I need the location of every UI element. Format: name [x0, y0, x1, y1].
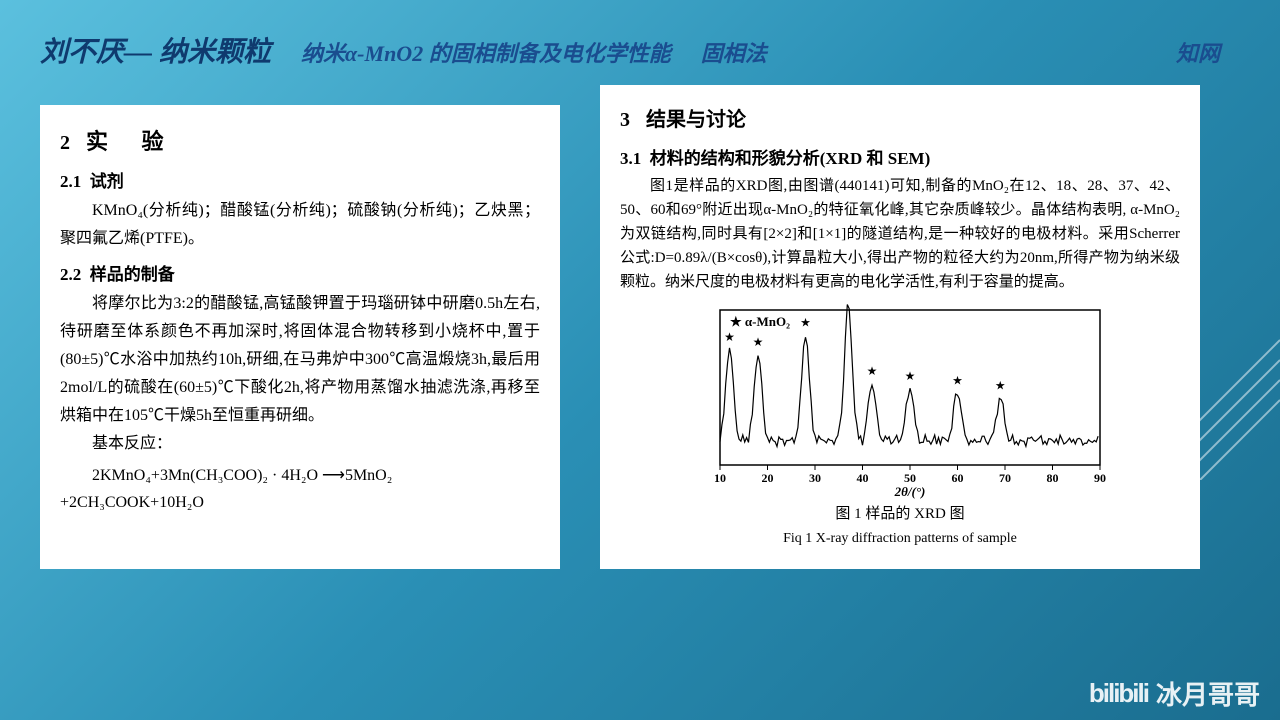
header-author: 刘不厌— 纳米颗粒 — [40, 30, 271, 70]
header-method: 固相法 — [701, 36, 767, 68]
sec3-num: 3 — [620, 109, 630, 131]
svg-text:★ α-MnO₂: ★ α-MnO₂ — [730, 314, 790, 329]
slide-header: 刘不厌— 纳米颗粒 纳米α-MnO2 的固相制备及电化学性能 固相法 知网 — [0, 0, 1280, 85]
svg-text:★: ★ — [800, 315, 811, 329]
svg-text:20: 20 — [762, 471, 774, 485]
svg-text:2θ/(°): 2θ/(°) — [894, 484, 926, 499]
svg-text:60: 60 — [952, 471, 964, 485]
subsec-3-1: 3.1 材料的结构和形貌分析(XRD 和 SEM) — [620, 145, 1180, 174]
svg-text:70: 70 — [999, 471, 1011, 485]
s31-num: 3.1 — [620, 149, 641, 168]
s22-body: 将摩尔比为3:2的醋酸锰,高锰酸钾置于玛瑙研钵中研磨0.5h左右,待研磨至体系颜… — [60, 290, 540, 430]
reaction-label: 基本反应： — [60, 430, 540, 458]
reaction-equation: 2KMnO₄+3Mn(CH₃COO)₂ · 4H₂O ⟶5MnO₂ +2CH₃C… — [60, 462, 540, 516]
xrd-svg: 1020304050607080902θ/(°)★★★★★★★★★ α-MnO₂ — [690, 300, 1110, 500]
left-panel: 2 实 验 2.1 试剂 KMnO₄(分析纯)；醋酸锰(分析纯)；硫酸钠(分析纯… — [40, 105, 560, 569]
svg-text:30: 30 — [809, 471, 821, 485]
section-3-heading: 3 结果与讨论 — [620, 103, 1180, 137]
svg-text:★: ★ — [867, 364, 878, 378]
sec2-num: 2 — [60, 132, 70, 154]
s21-body: KMnO₄(分析纯)；醋酸锰(分析纯)；硫酸钠(分析纯)；乙炔黑；聚四氟乙烯(P… — [60, 197, 540, 253]
svg-text:10: 10 — [714, 471, 726, 485]
svg-text:90: 90 — [1094, 471, 1106, 485]
svg-text:40: 40 — [857, 471, 869, 485]
header-title: 纳米α-MnO2 的固相制备及电化学性能 — [301, 36, 671, 68]
bilibili-logo-icon: bilibili — [1089, 678, 1148, 709]
subsec-2-2: 2.2 样品的制备 — [60, 261, 540, 290]
svg-text:★: ★ — [753, 335, 764, 349]
fig-caption-cn: 图 1 样品的 XRD 图 — [620, 502, 1180, 528]
svg-text:50: 50 — [904, 471, 916, 485]
s31-title: 材料的结构和形貌分析(XRD 和 SEM) — [650, 149, 931, 168]
s21-num: 2.1 — [60, 172, 81, 191]
s22-num: 2.2 — [60, 265, 81, 284]
svg-text:★: ★ — [905, 369, 916, 383]
s21-title: 试剂 — [90, 172, 124, 191]
header-source: 知网 — [1176, 36, 1220, 68]
watermark: bilibili 冰月哥哥 — [1089, 675, 1260, 712]
section-2-heading: 2 实 验 — [60, 123, 540, 160]
svg-text:★: ★ — [952, 373, 963, 387]
sec3-title: 结果与讨论 — [646, 109, 746, 131]
svg-text:★: ★ — [724, 330, 735, 344]
watermark-name: 冰月哥哥 — [1156, 675, 1260, 712]
right-panel: 3 结果与讨论 3.1 材料的结构和形貌分析(XRD 和 SEM) 图1是样品的… — [600, 85, 1200, 569]
subsec-2-1: 2.1 试剂 — [60, 168, 540, 197]
content-area: 2 实 验 2.1 试剂 KMnO₄(分析纯)；醋酸锰(分析纯)；硫酸钠(分析纯… — [0, 85, 1280, 569]
s22-title: 样品的制备 — [90, 265, 175, 284]
svg-text:★: ★ — [995, 378, 1006, 392]
s31-body: 图1是样品的XRD图,由图谱(440141)可知,制备的MnO₂在12、18、2… — [620, 174, 1180, 294]
xrd-chart: 1020304050607080902θ/(°)★★★★★★★★★ α-MnO₂ — [690, 300, 1110, 500]
svg-text:80: 80 — [1047, 471, 1059, 485]
sec2-title: 实 验 — [86, 129, 178, 154]
fig-caption-en: Fiq 1 X-ray diffraction patterns of samp… — [620, 527, 1180, 551]
